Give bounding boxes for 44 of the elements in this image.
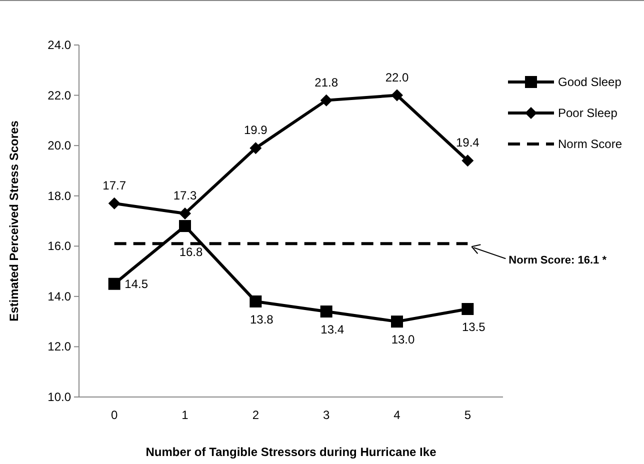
- legend-label: Good Sleep: [558, 75, 622, 89]
- data-label: 13.0: [391, 332, 415, 347]
- data-label: 13.5: [462, 320, 486, 334]
- data-label: 22.0: [385, 70, 409, 84]
- legend-label: Norm Score: [558, 137, 622, 151]
- x-tick-label: 0: [110, 408, 118, 422]
- x-tick-label: 4: [394, 408, 401, 422]
- x-tick-label: 5: [464, 408, 472, 422]
- legend-label: Poor Sleep: [558, 106, 618, 120]
- data-label: 17.3: [173, 188, 197, 202]
- y-tick-label: 10.0: [48, 390, 72, 404]
- y-tick-label: 24.0: [48, 38, 72, 52]
- x-tick-label: 2: [252, 408, 260, 422]
- data-label: 14.5: [124, 276, 148, 291]
- point: [108, 197, 120, 210]
- x-axis-title: Number of Tangible Stressors during Hurricane Ike: [146, 445, 437, 459]
- point: [391, 89, 403, 102]
- y-tick-label: 14.0: [48, 289, 72, 304]
- point: [462, 154, 474, 167]
- y-tick-label: 18.0: [48, 188, 72, 203]
- x-tick-label: 1: [182, 408, 189, 422]
- point: [179, 220, 191, 232]
- point: [250, 142, 262, 154]
- point: [462, 303, 474, 315]
- data-label: 17.7: [102, 178, 126, 192]
- y-tick-label: 16.0: [48, 239, 72, 254]
- point: [320, 94, 332, 106]
- y-tick-label: 22.0: [48, 88, 72, 102]
- point: [320, 306, 332, 318]
- data-label: 16.8: [179, 245, 203, 260]
- data-label: 19.4: [456, 136, 480, 150]
- point: [108, 278, 120, 290]
- point: [179, 207, 191, 220]
- data-label: 19.9: [244, 123, 268, 138]
- y-tick-label: 12.0: [48, 340, 72, 354]
- y-tick-label: 20.0: [48, 138, 72, 153]
- x-tick-label: 3: [322, 408, 330, 422]
- point: [391, 316, 403, 328]
- data-label: 13.8: [250, 312, 274, 326]
- data-label: 13.4: [320, 322, 344, 337]
- point: [250, 295, 262, 308]
- y-axis-title: Estimated Perceived Stress Scores: [7, 120, 21, 322]
- data-label: 21.8: [314, 75, 338, 90]
- annotation: Norm Score: 16.1 *: [508, 254, 608, 267]
